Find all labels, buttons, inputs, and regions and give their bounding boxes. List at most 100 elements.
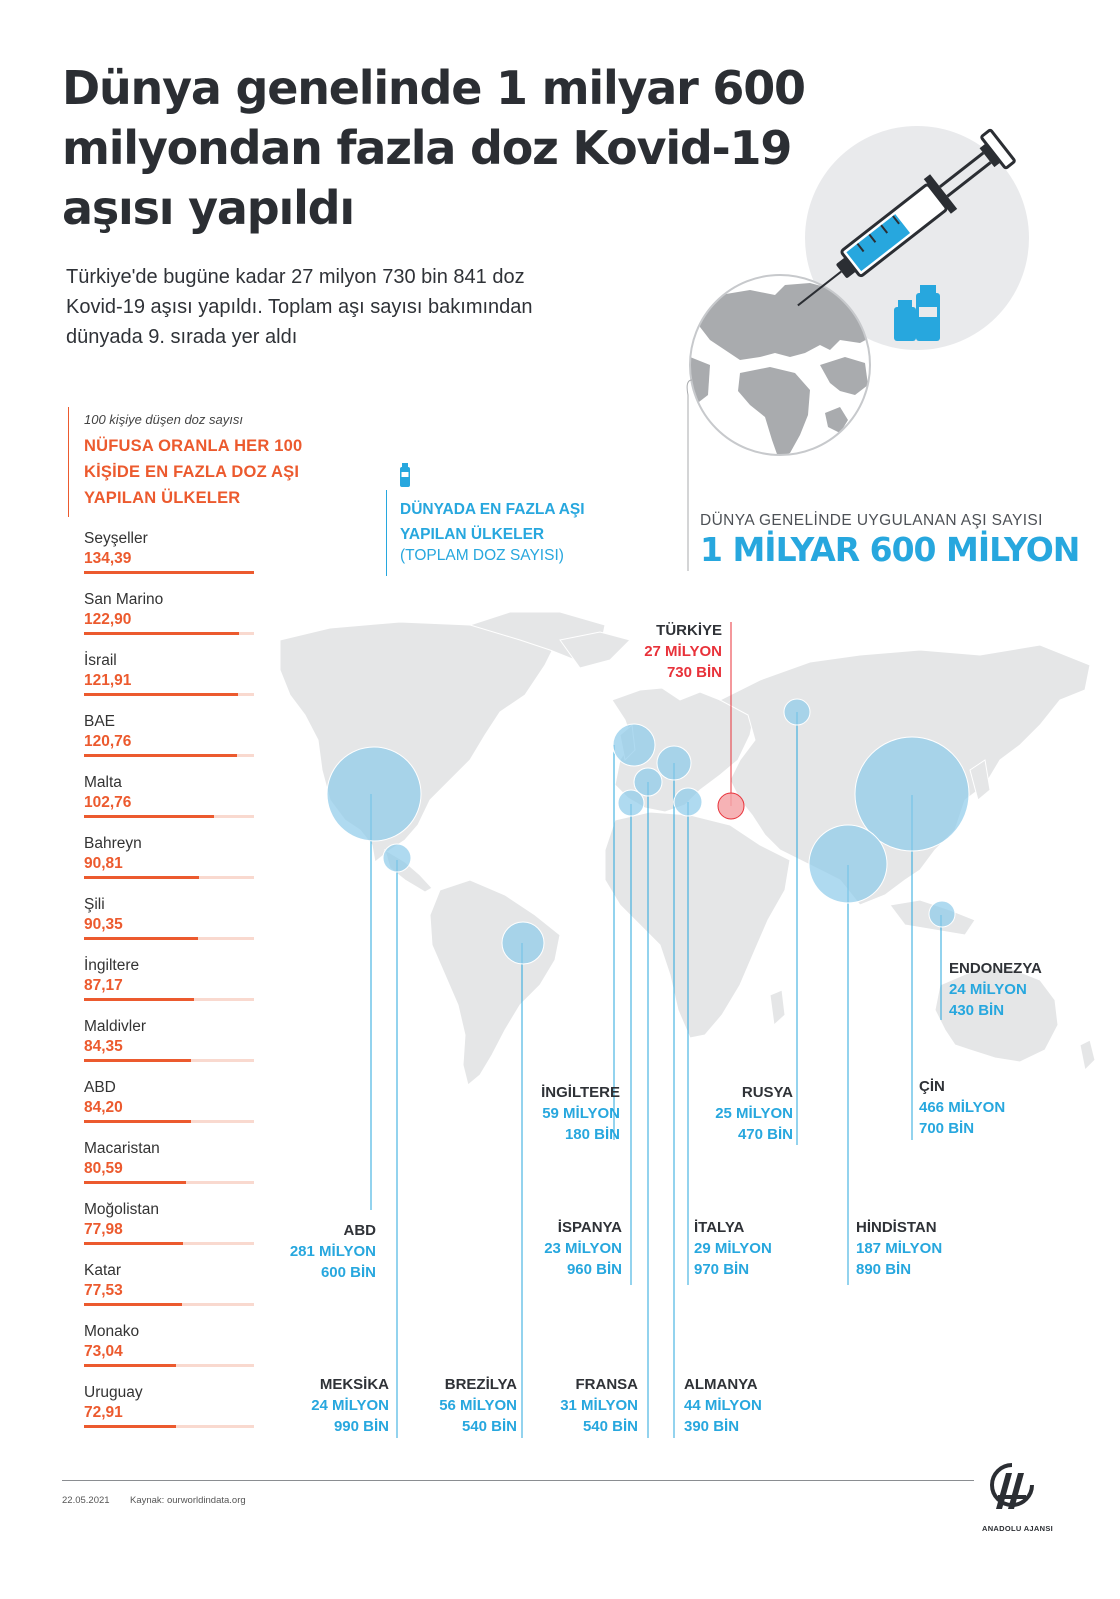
ranking-country-value: 84,35 <box>84 1038 123 1055</box>
label-ingiltere-line2: 180 BİN <box>564 1126 620 1143</box>
label-meksika-line2: 990 BİN <box>333 1418 389 1435</box>
ranking-country-name: İngiltere <box>84 957 140 974</box>
label-meksika: MEKSİKA 24 MİLYON 990 BİN <box>270 1374 389 1437</box>
ranking-country-value: 134,39 <box>84 550 132 567</box>
ranking-item: Seyşeller 134,39 <box>84 529 264 589</box>
bubble-hindistan <box>808 824 888 904</box>
label-abd-name: ABD <box>343 1222 377 1239</box>
ranking-country-name: Moğolistan <box>84 1201 159 1218</box>
background-circle <box>805 126 1029 350</box>
vaccine-bubbles <box>326 698 970 965</box>
bubble-cin <box>854 736 970 852</box>
label-endonezya-line2: 430 BİN <box>949 1002 1005 1019</box>
ranking-country-name: ABD <box>84 1079 116 1096</box>
label-ispanya-line1: 23 MİLYON <box>544 1240 622 1257</box>
bubble-almanya <box>656 745 692 781</box>
ranking-item: Katar 77,53 <box>84 1261 264 1321</box>
label-ingiltere-name: İNGİLTERE <box>541 1084 620 1101</box>
ranking-bar <box>84 1242 183 1245</box>
label-italya-line1: 29 MİLYON <box>694 1240 772 1257</box>
bubble-meksika <box>382 843 412 873</box>
label-hindistan-line2: 890 BİN <box>856 1261 912 1278</box>
label-turkiye: TÜRKİYE 27 MİLYON 730 BİN <box>600 620 722 683</box>
label-cin-name: ÇİN <box>919 1078 945 1095</box>
ranking-country-value: 121,91 <box>84 672 132 689</box>
bubble-ispanya <box>617 789 645 817</box>
ranking-country-value: 77,53 <box>84 1282 123 1299</box>
subtitle: Türkiye'de bugüne kadar 27 milyon 730 bi… <box>66 266 533 348</box>
globe-syringe-illustration <box>686 126 1029 571</box>
label-abd-line2: 600 BİN <box>320 1264 376 1281</box>
label-almanya-line1: 44 MİLYON <box>684 1397 762 1414</box>
ranking-bar <box>84 754 237 757</box>
label-brezilya: BREZİLYA 56 MİLYON 540 BİN <box>400 1374 517 1437</box>
ranking-item: Uruguay 72,91 <box>84 1383 264 1443</box>
label-fransa-line2: 540 BİN <box>582 1418 638 1435</box>
label-rusya-line1: 25 MİLYON <box>715 1105 793 1122</box>
ranking-country-value: 90,81 <box>84 855 123 872</box>
aa-logo-icon <box>990 1463 1034 1509</box>
bubble-rusya <box>783 698 811 726</box>
page-title: Dünya genelinde 1 milyar 600 milyondan f… <box>62 61 806 235</box>
ranking-country-value: 77,98 <box>84 1221 123 1238</box>
ranking-bar <box>84 998 194 1001</box>
label-hindistan-line1: 187 MİLYON <box>856 1240 943 1257</box>
label-abd-line1: 281 MİLYON <box>289 1243 376 1260</box>
ranking-bar <box>84 1364 176 1367</box>
ranking-country-name: Bahreyn <box>84 835 142 852</box>
ranking-country-name: Şili <box>84 896 105 913</box>
label-ingiltere-line1: 59 MİLYON <box>542 1105 620 1122</box>
ranking-item: İsrail 121,91 <box>84 651 264 711</box>
label-abd: ABD 281 MİLYON 600 BİN <box>250 1220 376 1283</box>
label-ispanya-line2: 960 BİN <box>566 1261 622 1278</box>
label-cin: ÇİN 466 MİLYON 700 BİN <box>919 1076 1059 1139</box>
ranking-country-name: İsrail <box>84 652 117 669</box>
ranking-bar <box>84 876 199 879</box>
label-cin-line1: 466 MİLYON <box>919 1099 1006 1116</box>
label-hindistan: HİNDİSTAN 187 MİLYON 890 BİN <box>856 1217 996 1280</box>
ranking-country-name: Uruguay <box>84 1384 143 1401</box>
label-almanya-name: ALMANYA <box>684 1376 758 1393</box>
leader-lines <box>370 712 942 1438</box>
ranking-item: Moğolistan 77,98 <box>84 1200 264 1260</box>
top-countries-subheading: (TOPLAM DOZ SAYISI) <box>400 547 564 564</box>
ranking-country-name: San Marino <box>84 591 164 608</box>
ranking-country-value: 87,17 <box>84 977 123 994</box>
label-fransa: FRANSA 31 MİLYON 540 BİN <box>520 1374 638 1437</box>
label-endonezya-line1: 24 MİLYON <box>949 981 1027 998</box>
ranking-country-value: 80,59 <box>84 1160 123 1177</box>
vaccine-vial-icon <box>400 463 410 487</box>
label-hindistan-name: HİNDİSTAN <box>856 1219 937 1236</box>
ranking-bar <box>84 1059 191 1062</box>
ranking-bar <box>84 1303 182 1306</box>
ranking-bar <box>84 1425 176 1428</box>
ranking-bar <box>84 693 238 696</box>
world-total-label: DÜNYA GENELİNDE UYGULANAN AŞI SAYISI <box>700 512 1043 529</box>
syringe-icon <box>797 128 1016 307</box>
ranking-country-value: 84,20 <box>84 1099 123 1116</box>
label-turkiye-line1: 27 MİLYON <box>644 643 722 660</box>
label-ispanya: İSPANYA 23 MİLYON 960 BİN <box>500 1217 622 1280</box>
label-italya-name: İTALYA <box>694 1219 745 1236</box>
ranking-bar <box>84 571 254 574</box>
ranking-country-value: 72,91 <box>84 1404 123 1421</box>
label-rusya-line2: 470 BİN <box>737 1126 793 1143</box>
ranking-country-name: Maldivler <box>84 1018 147 1035</box>
label-rusya: RUSYA 25 MİLYON 470 BİN <box>672 1082 793 1145</box>
top-countries-heading: DÜNYADA EN FAZLA AŞI YAPILAN ÜLKELER <box>400 501 585 543</box>
label-italya: İTALYA 29 MİLYON 970 BİN <box>694 1217 824 1280</box>
world-total-value: 1 MİLYAR 600 MİLYON <box>700 530 1080 569</box>
ranking-country-value: 73,04 <box>84 1343 123 1360</box>
label-almanya: ALMANYA 44 MİLYON 390 BİN <box>684 1374 814 1437</box>
ranking-accent-line <box>68 407 69 517</box>
ranking-country-name: Malta <box>84 774 122 791</box>
ranking-item: Şili 90,35 <box>84 895 264 955</box>
brand-name: ANADOLU AJANSI <box>982 1524 1054 1533</box>
ranking-item: Malta 102,76 <box>84 773 264 833</box>
globe-icon <box>686 274 871 571</box>
vaccine-vials-icon <box>894 285 940 341</box>
ranking-bar <box>84 1120 191 1123</box>
label-almanya-line2: 390 BİN <box>684 1418 740 1435</box>
bubble-endonezya <box>928 900 956 928</box>
label-turkiye-name: TÜRKİYE <box>656 622 722 639</box>
